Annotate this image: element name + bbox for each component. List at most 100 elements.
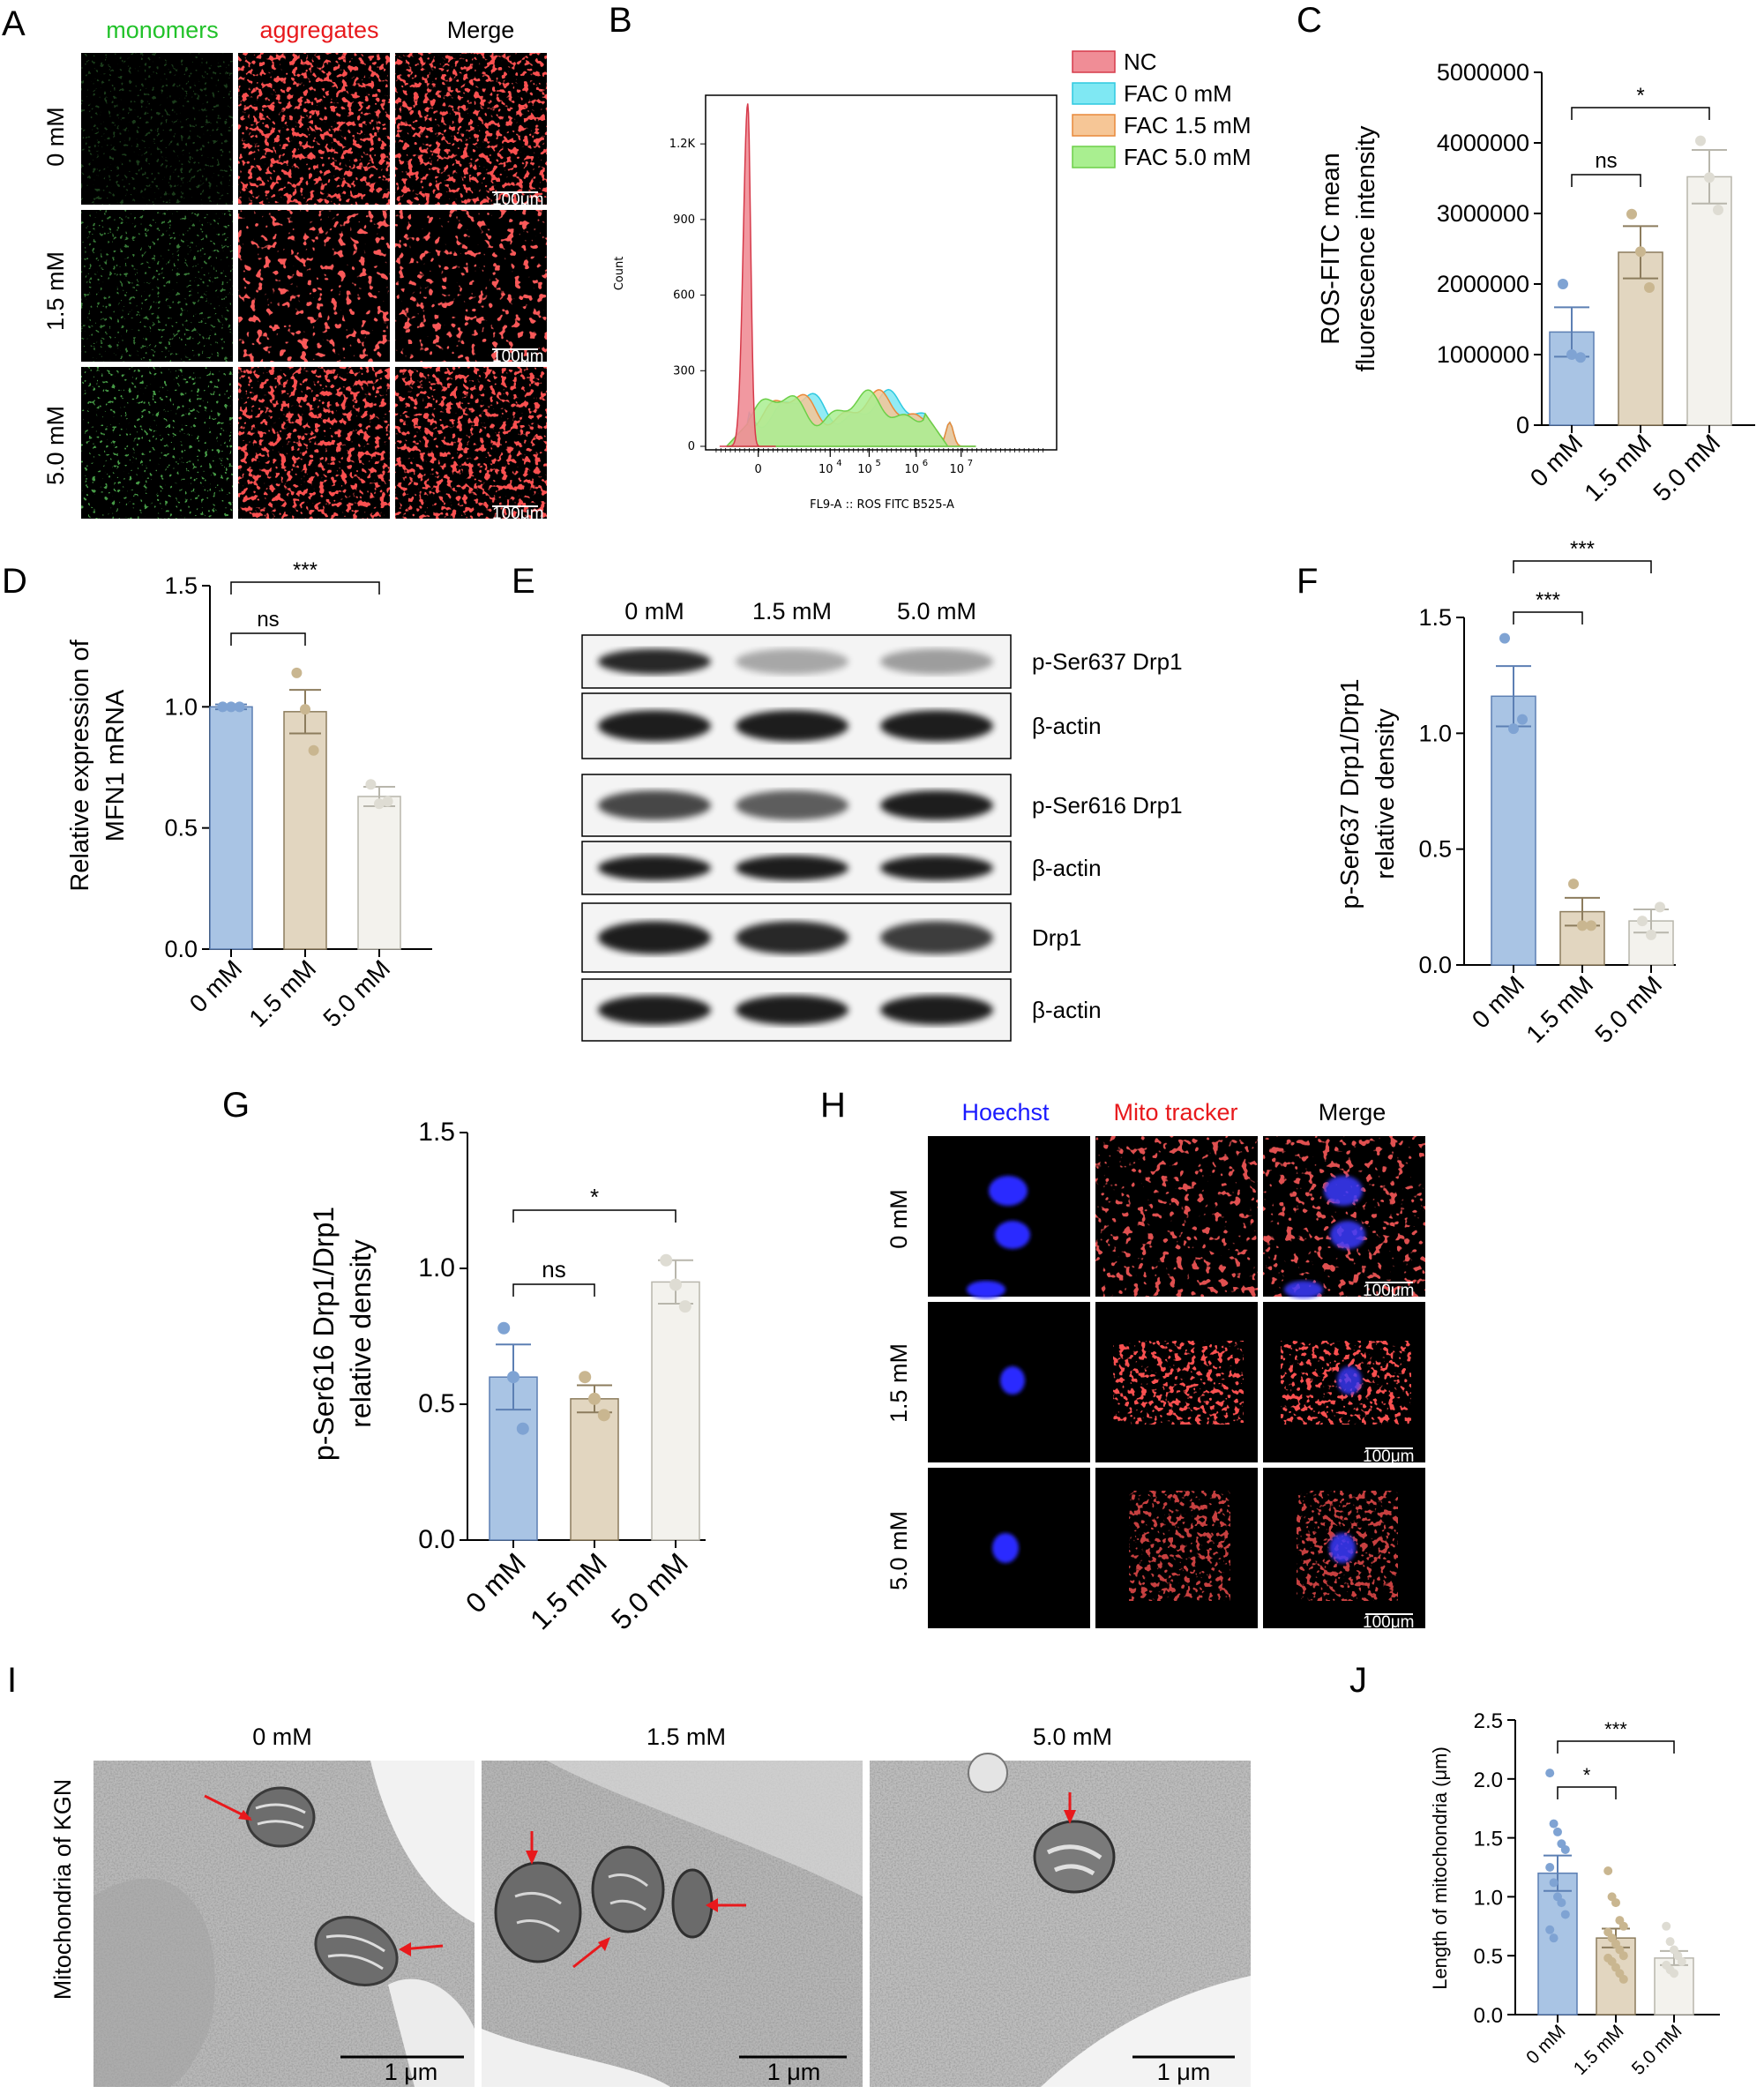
significance-bracket <box>1571 174 1641 187</box>
western-blot: 0 mM 1.5 mM 5.0 mM p-Ser637 Drp1 β-actin p-Se… <box>581 598 1183 1042</box>
data-point <box>1665 1937 1675 1947</box>
data-point <box>1670 1969 1678 1978</box>
blot-band <box>880 995 993 1025</box>
data-point <box>226 701 236 713</box>
y-tick-label: 0.0 <box>418 1525 455 1554</box>
blot-label: p-Ser616 Drp1 <box>1032 792 1183 819</box>
flow-histograms <box>719 103 976 447</box>
data-point <box>234 701 245 713</box>
scalebar-i-3: 1 μm <box>1157 2059 1211 2085</box>
panel-label-b: B <box>609 1 632 40</box>
significance-label: *** <box>1570 537 1595 561</box>
flow-ytick-label: 300 <box>673 364 695 378</box>
flow-xtick-exp: 6 <box>923 459 928 468</box>
data-point <box>678 1300 691 1313</box>
flow-xtick-label: 0 <box>755 463 762 476</box>
blot-band <box>736 710 848 742</box>
data-point <box>1611 1898 1620 1908</box>
blot-band <box>736 790 848 820</box>
bar-1-5-mM <box>283 711 327 950</box>
lane-label: 5.0 mM <box>897 598 976 624</box>
bar-chart-f: 0.0 0.5 1.0 1.5 p-Ser637 Drp1/Drp1 relative d… <box>1336 537 1676 1048</box>
x-tick-label: 1.5 mM <box>1521 970 1598 1048</box>
panel-c: C 0 1000000 2000000 3000000 4000000 5000000 RO… <box>1297 1 1755 506</box>
data-point <box>1545 1863 1555 1872</box>
data-point <box>1713 205 1723 215</box>
x-tick-label: 5.0 mM <box>1648 429 1725 506</box>
flow-legend: NC FAC 0 mM FAC 1.5 mM FAC 5.0 mM <box>1072 49 1251 170</box>
data-point <box>1508 723 1519 735</box>
legend-swatch <box>1072 82 1116 105</box>
significance-label: *** <box>293 558 318 582</box>
panel-i: I Mitochondria of KGN 0 mM 1.5 mM 5.0 mM… <box>7 1661 1251 2087</box>
bar-chart-j: 0.0 0.5 1.0 1.5 2.0 2.5 Length of mitochondria… <box>1429 1709 1720 2079</box>
col-header-aggregates: aggregates <box>259 17 378 43</box>
scalebar-h-row1: 100μm <box>1363 1282 1414 1300</box>
data-point <box>1568 879 1579 890</box>
blot-band <box>598 921 711 954</box>
data-point <box>1545 1925 1555 1934</box>
significance-bracket <box>512 1283 595 1297</box>
y-tick-label: 1.0 <box>418 1253 455 1283</box>
data-point <box>1560 1844 1570 1854</box>
y-tick-label: 4000000 <box>1437 130 1529 156</box>
data-point <box>597 1409 610 1422</box>
y-tick-label: 1.5 <box>164 572 198 599</box>
y-tick-label: 1.5 <box>418 1118 455 1147</box>
data-point <box>291 667 303 678</box>
data-point <box>1558 279 1568 289</box>
panel-label-h: H <box>820 1086 846 1125</box>
data-point <box>300 704 310 715</box>
y-tick-label: 1.0 <box>1474 1886 1503 1910</box>
data-point <box>1618 1974 1628 1984</box>
x-tick-label: 1.5 mM <box>243 954 321 1032</box>
significance-bracket <box>1513 560 1652 573</box>
blot-band <box>598 855 711 881</box>
flow-ylabel: Count <box>613 257 626 291</box>
x-tick-label: 5.0 mM <box>1589 970 1667 1048</box>
flow-xtick-label: 10 <box>949 463 964 476</box>
bar-5-0-mM <box>1686 176 1732 426</box>
x-tick-label: 0 mM <box>1467 970 1529 1033</box>
data-point <box>1517 714 1528 725</box>
data-point <box>1618 1921 1628 1931</box>
col-header-merge: Merge <box>447 17 515 43</box>
panel-a: A monomers aggregates Merge 0 mM 1.5 mM … <box>2 4 547 523</box>
data-point <box>1549 1878 1558 1888</box>
legend-label: FAC 0 mM <box>1124 80 1232 107</box>
bar-5-0-mM <box>357 796 401 950</box>
data-point <box>1560 1910 1570 1919</box>
significance-bracket <box>1571 107 1710 120</box>
data-point <box>1577 920 1588 931</box>
data-point <box>1499 632 1510 644</box>
y-tick-label: 1.5 <box>1418 604 1452 631</box>
data-point <box>1644 282 1655 293</box>
blot-band <box>880 855 993 881</box>
data-point <box>1603 1866 1613 1876</box>
data-point <box>1557 1898 1566 1908</box>
data-point <box>1586 920 1596 931</box>
data-point <box>1553 1827 1562 1836</box>
significance-label: * <box>590 1184 599 1210</box>
x-tick-label: 1.5 mM <box>1579 429 1656 506</box>
data-point <box>1677 1956 1686 1966</box>
blot-label: Drp1 <box>1032 924 1081 951</box>
x-tick-label: 0 mM <box>1522 2021 1569 2068</box>
bar-chart-g: 0.0 0.5 1.0 1.5 p-Ser616 Drp1/Drp1 relative d… <box>308 1118 706 1635</box>
data-point <box>1635 246 1646 258</box>
y-tick-label: 3000000 <box>1437 200 1529 227</box>
data-point <box>1545 1769 1555 1778</box>
y-axis-label: p-Ser616 Drp1/Drp1 <box>308 1207 340 1461</box>
legend-label: NC <box>1124 49 1157 75</box>
x-tick-label: 1.5 mM <box>1570 2021 1628 2079</box>
x-tick-label: 5.0 mM <box>1628 2021 1686 2079</box>
bar-0-mM <box>209 706 253 950</box>
flow-ytick-label: 0 <box>688 440 695 453</box>
x-tick-label: 0 mM <box>460 1546 532 1619</box>
y-axis-label: Length of mitochondria (μm) <box>1429 1746 1451 1990</box>
data-point <box>1646 929 1656 940</box>
significance-label: ns <box>257 608 279 632</box>
x-tick-label: 1.5 mM <box>524 1546 613 1635</box>
data-point <box>365 779 377 790</box>
